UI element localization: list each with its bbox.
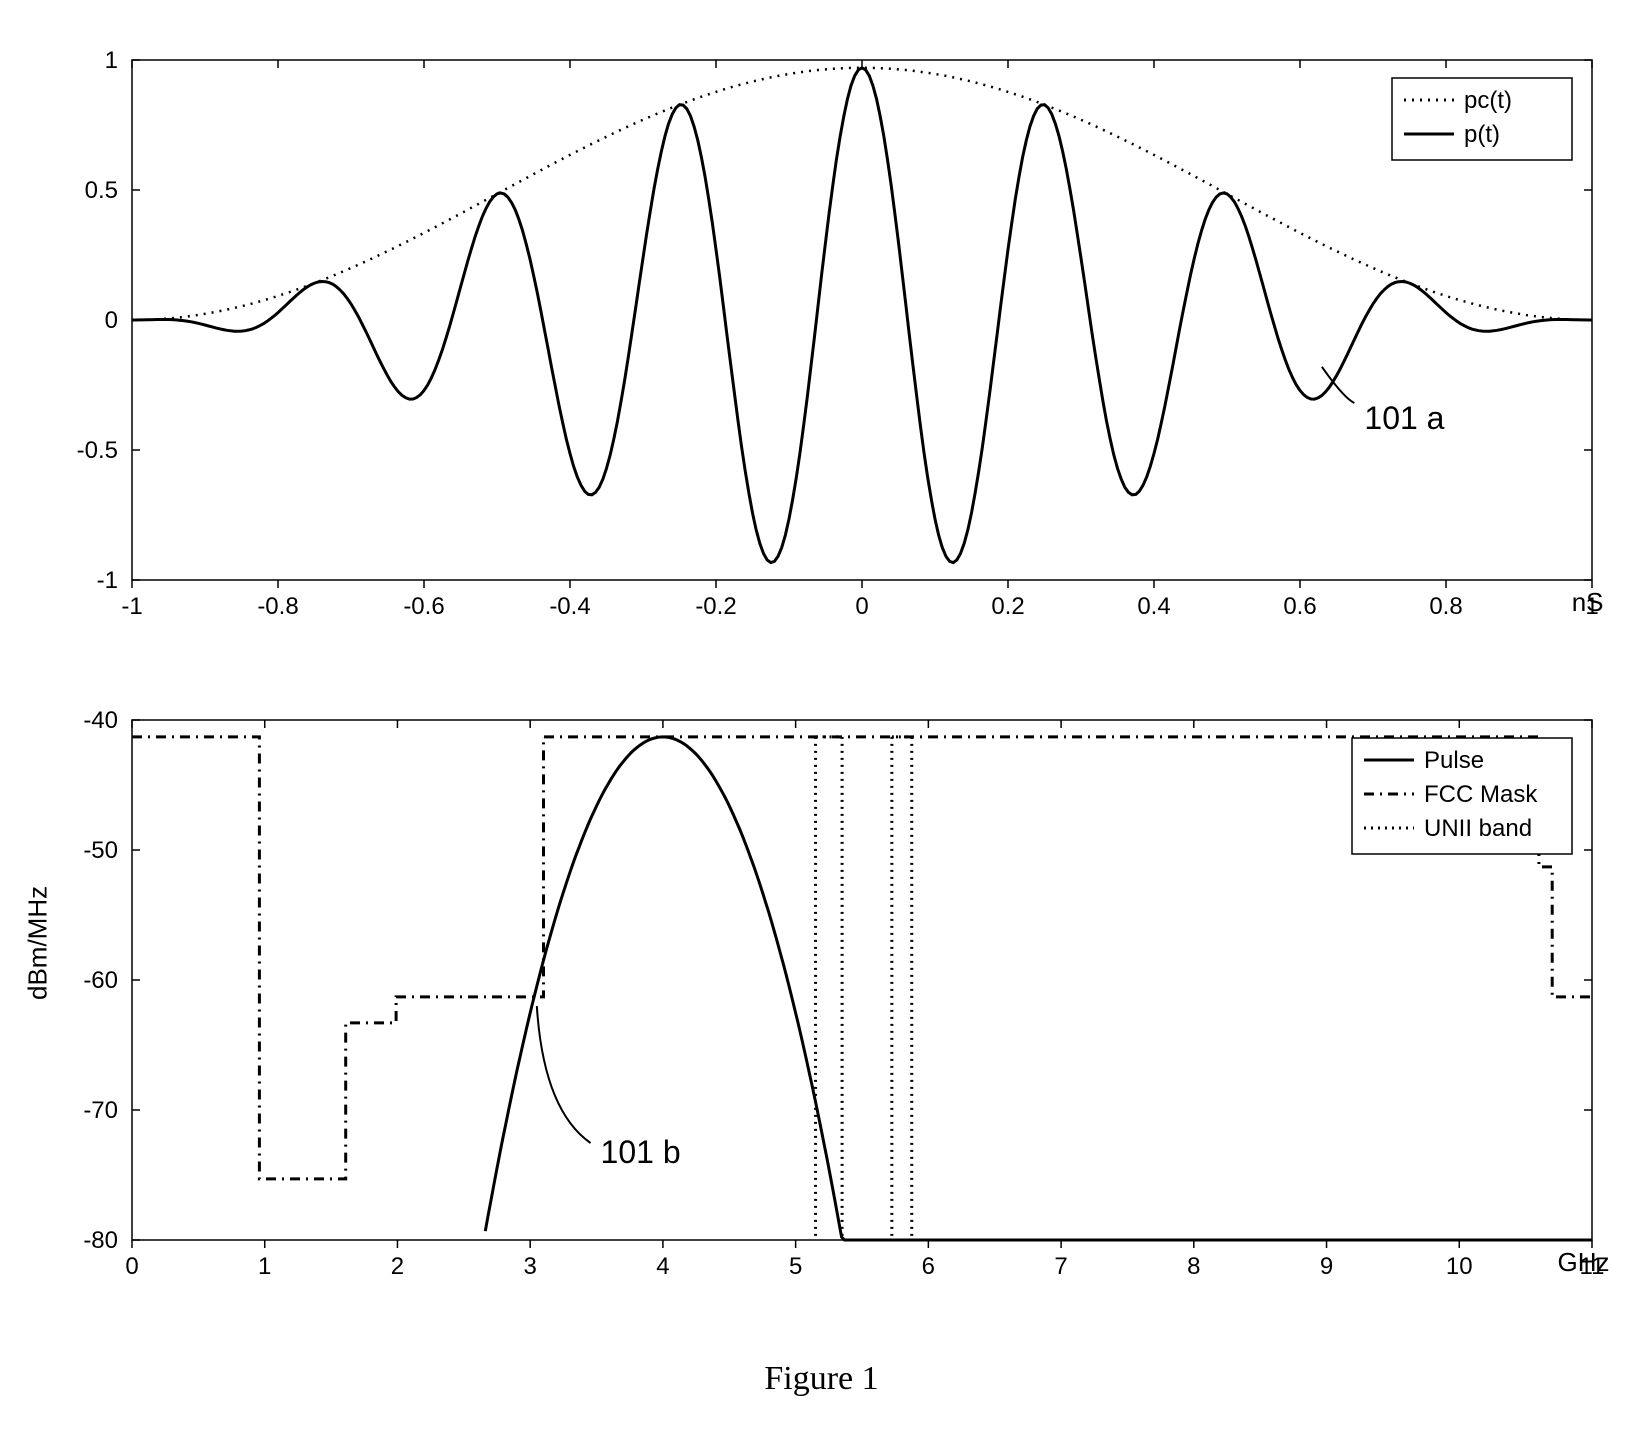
legend-label: UNII band	[1424, 815, 1532, 842]
series-pt	[132, 68, 1592, 563]
svg-text:0.8: 0.8	[1429, 593, 1462, 620]
figure-1: -1 -0.8 -0.6 -0.4 -0.2 0 0.2 0.4 0.6 0.8 1 -1 -0.5 0 0…	[42, 40, 1602, 1398]
svg-text:5: 5	[788, 1253, 801, 1280]
chart1-x-unit: nS	[1572, 587, 1604, 618]
chart-time-domain: -1 -0.8 -0.6 -0.4 -0.2 0 0.2 0.4 0.6 0.8 1 -1 -0.5 0 0…	[42, 40, 1602, 640]
figure-caption: Figure 1	[42, 1360, 1602, 1398]
chart2-y-axis-label: dBm/MHz	[22, 886, 53, 1000]
legend-label: pc(t)	[1464, 87, 1512, 114]
svg-text:9: 9	[1319, 1253, 1332, 1280]
svg-text:-60: -60	[83, 967, 118, 994]
svg-text:-0.2: -0.2	[695, 593, 736, 620]
legend-label: FCC Mask	[1424, 781, 1538, 808]
svg-text:1: 1	[258, 1253, 271, 1280]
chart2-x-unit: GHz	[1558, 1247, 1610, 1278]
annotation-101a: 101 a	[1364, 400, 1444, 436]
svg-text:-0.5: -0.5	[76, 437, 117, 464]
annotation-leader	[536, 1006, 590, 1143]
svg-text:6: 6	[921, 1253, 934, 1280]
svg-text:1: 1	[104, 47, 117, 74]
svg-text:3: 3	[523, 1253, 536, 1280]
svg-text:-1: -1	[96, 567, 117, 594]
svg-text:0: 0	[104, 307, 117, 334]
series-pct	[132, 68, 1592, 320]
svg-text:0.6: 0.6	[1283, 593, 1316, 620]
svg-text:-80: -80	[83, 1227, 118, 1254]
legend-label: p(t)	[1464, 121, 1500, 148]
svg-text:0: 0	[125, 1253, 138, 1280]
chart-frequency-domain: 01234567891011-80-70-60-50-40PulseFCC Ma…	[42, 700, 1602, 1300]
svg-text:8: 8	[1187, 1253, 1200, 1280]
svg-text:0.5: 0.5	[84, 177, 117, 204]
legend-label: Pulse	[1424, 747, 1484, 774]
annotation-101b: 101 b	[600, 1134, 680, 1170]
svg-text:4: 4	[656, 1253, 669, 1280]
svg-text:10: 10	[1445, 1253, 1472, 1280]
chart2-svg: 01234567891011-80-70-60-50-40PulseFCC Ma…	[42, 700, 1632, 1300]
svg-text:0.4: 0.4	[1137, 593, 1170, 620]
svg-text:0.2: 0.2	[991, 593, 1024, 620]
svg-text:-0.8: -0.8	[257, 593, 298, 620]
svg-text:7: 7	[1054, 1253, 1067, 1280]
svg-text:-70: -70	[83, 1097, 118, 1124]
svg-text:-0.6: -0.6	[403, 593, 444, 620]
svg-text:-0.4: -0.4	[549, 593, 590, 620]
svg-text:0: 0	[855, 593, 868, 620]
svg-text:2: 2	[390, 1253, 403, 1280]
svg-text:-1: -1	[121, 593, 142, 620]
chart1-svg: -1 -0.8 -0.6 -0.4 -0.2 0 0.2 0.4 0.6 0.8 1 -1 -0.5 0 0…	[42, 40, 1632, 640]
svg-text:-50: -50	[83, 837, 118, 864]
svg-text:-40: -40	[83, 707, 118, 734]
